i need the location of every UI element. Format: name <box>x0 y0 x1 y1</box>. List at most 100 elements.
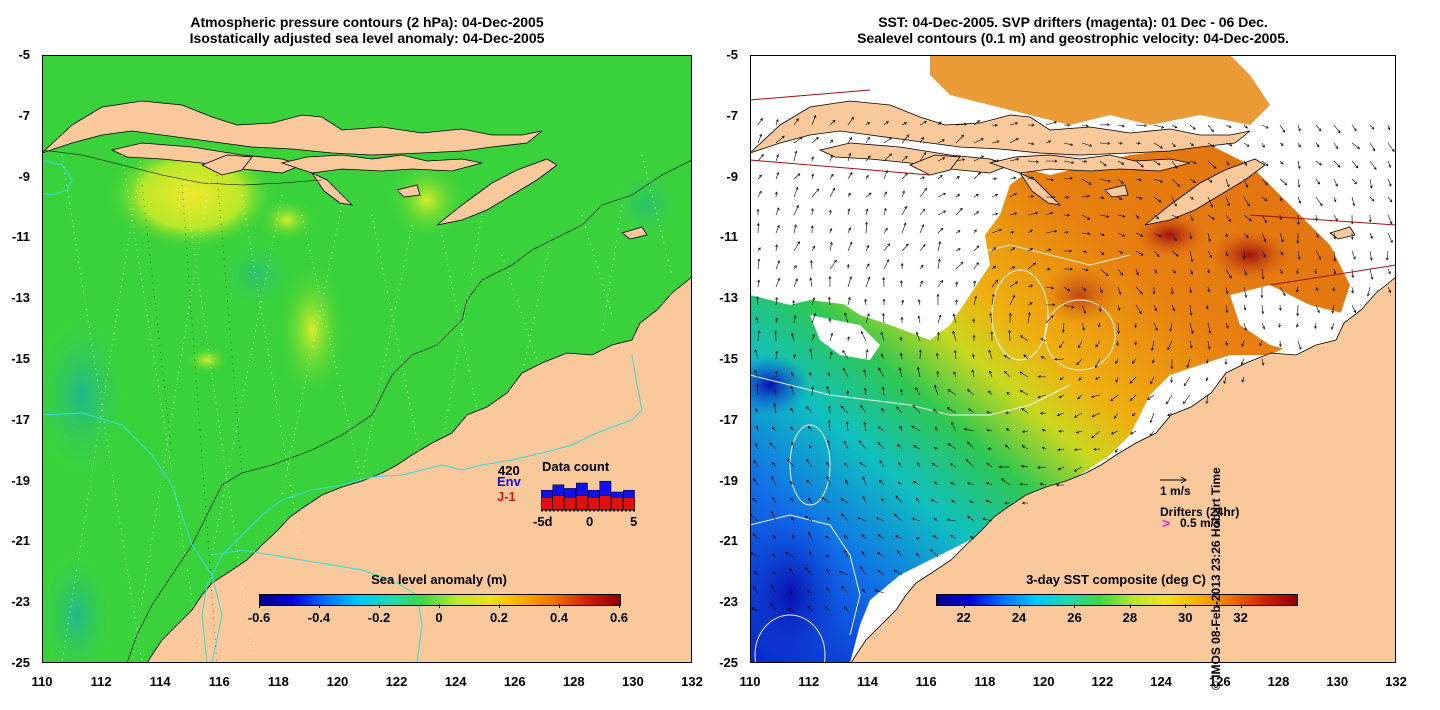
drifter-legend-symbol: > <box>1162 515 1171 531</box>
x-tick-label: 112 <box>90 674 112 689</box>
bathymetry-contour <box>211 549 423 663</box>
sla-high-anomaly <box>387 160 467 240</box>
colorbar-tick-label: 24 <box>1011 610 1027 625</box>
data-count-xlabel: 0 <box>586 514 594 529</box>
colorbar-tick-label: 32 <box>1233 610 1248 625</box>
x-tick-label: 128 <box>1267 674 1290 689</box>
sla-low-anomaly <box>42 545 117 663</box>
lombok-sumbawa-islands <box>201 154 483 176</box>
colorbar-tick-label: 0.6 <box>609 610 629 625</box>
small-island <box>396 184 648 240</box>
sla-high-anomaly <box>257 198 317 242</box>
x-tick-label: 118 <box>267 674 289 689</box>
y-tick-label: -15 <box>11 351 30 366</box>
pressure-contour <box>42 149 323 186</box>
copyright-label: © IMOS 08-Feb-2013 23:26 Hobart Time <box>1209 467 1224 690</box>
y-tick-label: -17 <box>719 411 738 427</box>
sst-warm-patch <box>1135 213 1205 257</box>
x-tick-label: 126 <box>1208 674 1231 689</box>
sla-high-anomaly <box>185 346 229 374</box>
y-tick-label: -25 <box>719 655 738 670</box>
y-tick-label: -25 <box>11 655 30 670</box>
data-count-j1-label: J-1 <box>497 489 516 504</box>
lombok-sumbawa-islands <box>909 154 1191 176</box>
bathymetry-contour <box>42 412 223 663</box>
x-tick-label: 116 <box>208 674 230 689</box>
y-tick-label: -13 <box>11 290 30 306</box>
data-count-histogram <box>541 480 635 512</box>
right-title-line1: SST: 04-Dec-2005. SVP drifters (magenta)… <box>878 14 1268 30</box>
histogram-j1-bar <box>623 497 635 511</box>
x-tick-label: 132 <box>1385 674 1407 689</box>
y-tick-label: -21 <box>11 533 30 549</box>
y-tick-label: -15 <box>719 351 738 366</box>
data-count-max: 420 <box>498 463 520 478</box>
colorbar-tick-mark <box>619 604 620 608</box>
x-tick-label: 114 <box>149 674 171 689</box>
histogram-j1-bar <box>552 495 565 511</box>
y-tick-label: -13 <box>719 290 738 306</box>
y-tick-label: -11 <box>719 229 738 245</box>
left-title-line2: Isostatically adjusted sea level anomaly… <box>189 30 545 46</box>
colorbar-tick-mark <box>963 604 965 608</box>
colorbar-tick-label: 22 <box>956 610 971 625</box>
x-tick-label: 120 <box>1032 674 1055 689</box>
colorbar-tick-label: -0.4 <box>307 610 331 625</box>
colorbar-tick-mark <box>319 604 320 608</box>
histogram-j1-bar <box>611 497 623 511</box>
colorbar-tick-label: 0.2 <box>489 610 509 625</box>
colorbar-tick-mark <box>259 604 260 608</box>
x-tick-label: 116 <box>915 674 937 689</box>
left-colorbar-title: Sea level anomaly (m) <box>371 572 507 587</box>
colorbar-tick-mark <box>1129 604 1131 608</box>
y-tick-label: -19 <box>11 472 30 488</box>
y-tick-label: -23 <box>719 594 738 610</box>
y-tick-label: -7 <box>726 107 738 123</box>
left-map <box>42 55 692 663</box>
right-title-line2: Sealevel contours (0.1 m) and geostrophi… <box>857 30 1289 46</box>
right-colorbar <box>936 594 1298 606</box>
bali-island <box>818 142 1012 174</box>
x-tick-label: 114 <box>856 674 878 689</box>
histogram-j1-bar <box>587 497 600 511</box>
y-tick-label: -5 <box>726 47 738 62</box>
velocity-scale-arrow <box>1160 476 1187 484</box>
y-tick-label: -5 <box>18 47 30 62</box>
colorbar-tick-mark <box>379 604 380 608</box>
data-count-xlabel: -5d <box>533 514 553 529</box>
colorbar-tick-label: 28 <box>1122 610 1138 625</box>
bathymetry-contour <box>42 159 73 196</box>
histogram-j1-bar <box>541 497 553 511</box>
x-tick-label: 122 <box>1091 674 1114 689</box>
colorbar-tick-label: 0 <box>435 610 443 625</box>
x-tick-label: 126 <box>503 674 526 689</box>
left-title-line1: Atmospheric pressure contours (2 hPa): 0… <box>190 14 544 30</box>
x-tick-label: 128 <box>562 674 585 689</box>
histogram-j1-bar <box>564 497 576 511</box>
colorbar-tick-label: 30 <box>1177 610 1193 625</box>
data-count-title: Data count <box>542 459 610 474</box>
y-tick-label: -9 <box>18 168 30 184</box>
x-tick-label: 130 <box>1326 674 1349 689</box>
sst-field-north <box>930 55 1270 125</box>
x-tick-label: 132 <box>681 674 703 689</box>
colorbar-tick-mark <box>439 604 440 608</box>
timor-island <box>436 158 558 226</box>
right-map <box>750 55 1396 663</box>
timor-island <box>1144 158 1266 226</box>
y-tick-label: -21 <box>719 533 738 549</box>
data-count-env-label: Env <box>497 474 521 489</box>
colorbar-tick-label: -0.2 <box>367 610 391 625</box>
sst-warm-patch <box>1210 230 1290 280</box>
sst-cold-patch <box>750 505 850 663</box>
bali-island <box>110 142 304 174</box>
left-map-title: Atmospheric pressure contours (2 hPa): 0… <box>42 14 692 46</box>
sst-field <box>750 145 1350 663</box>
y-tick-label: -7 <box>18 107 30 123</box>
x-tick-label: 112 <box>798 674 820 689</box>
x-tick-label: 118 <box>974 674 996 689</box>
pressure-contour <box>126 159 692 663</box>
data-count-xlabel: 5 <box>630 514 638 529</box>
x-tick-label: 124 <box>444 674 467 689</box>
bathymetry-contour <box>201 354 643 663</box>
